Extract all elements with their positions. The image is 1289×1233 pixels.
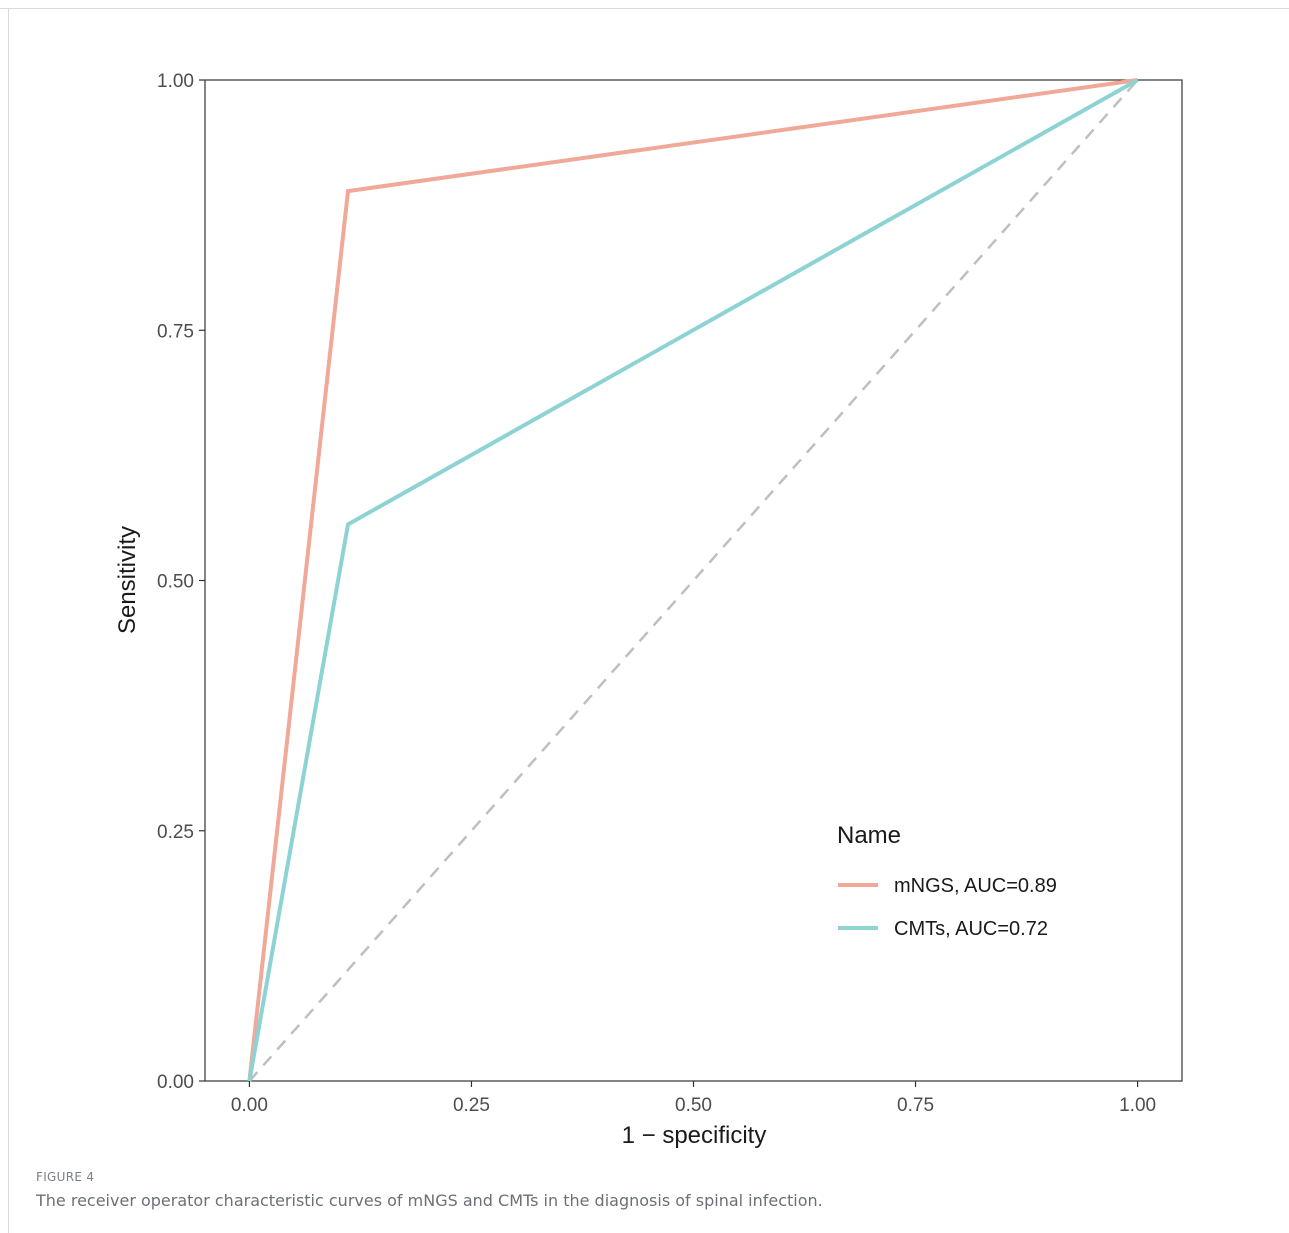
x-tick-label: 0.75: [897, 1095, 934, 1116]
x-axis-title: 1 − specificity: [622, 1122, 767, 1149]
x-tick-label: 0.25: [453, 1095, 490, 1116]
page-border-left: [8, 8, 9, 1233]
y-tick-label: 0.75: [157, 321, 194, 342]
y-axis-title: Sensitivity: [114, 526, 141, 634]
figure-caption: The receiver operator characteristic cur…: [36, 1191, 823, 1210]
legend: Name mNGS, AUC=0.89 CMTs, AUC=0.72: [837, 822, 1057, 940]
legend-label-cmts: CMTs, AUC=0.72: [894, 918, 1048, 940]
x-tick-label: 0.00: [231, 1095, 268, 1116]
y-tick-label: 0.50: [157, 572, 194, 593]
x-tick-label: 0.50: [675, 1095, 712, 1116]
reference-diagonal-line: [248, 79, 1139, 1082]
x-tick-label: 1.00: [1119, 1095, 1156, 1116]
y-tick-label: 0.00: [157, 1072, 194, 1093]
legend-title: Name: [837, 822, 901, 849]
figure-label: FIGURE 4: [36, 1170, 95, 1184]
y-tick-label: 1.00: [157, 71, 194, 92]
roc-chart: 0.00 0.25 0.50 0.75 1.00 0.00 0.25 0.50 0.75 1.00…: [114, 71, 1183, 1149]
series-line-mngs: [247, 78, 1138, 1082]
legend-label-mngs: mNGS, AUC=0.89: [894, 875, 1057, 897]
y-tick-label: 0.25: [157, 822, 194, 843]
series-line-cmts: [247, 78, 1139, 1082]
plot-panel: [204, 79, 1183, 1082]
page-border-top: [0, 8, 1289, 9]
